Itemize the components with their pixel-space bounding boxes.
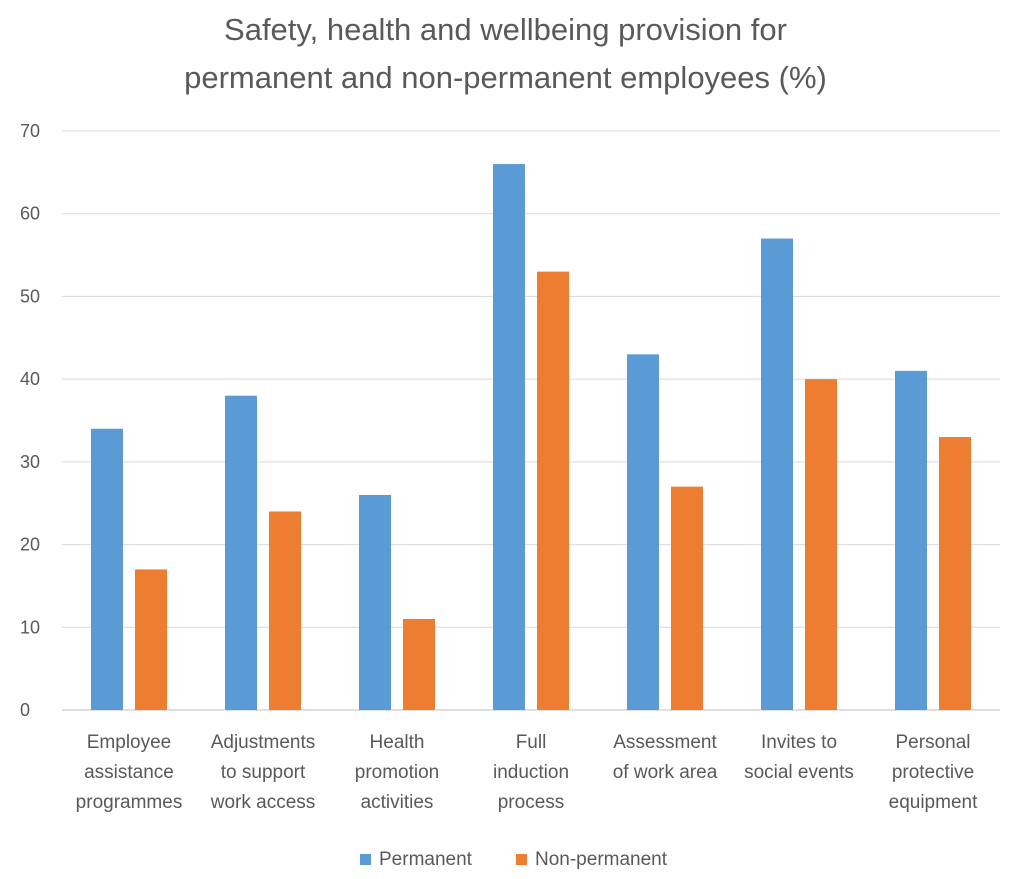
x-category-label: Employee assistance programmes: [76, 732, 183, 813]
y-tick-label: 60: [20, 204, 40, 224]
bar-permanent: [761, 238, 793, 710]
gridlines: [62, 130, 1000, 711]
bar-non-permanent: [671, 486, 703, 710]
chart-title-line-2: permanent and non-permanent employees (%…: [184, 60, 827, 95]
y-tick-label: 10: [20, 617, 40, 637]
y-axis: 0 10 20 30 40 50 60 70: [20, 121, 40, 720]
bar-non-permanent: [269, 511, 301, 710]
bar-non-permanent: [805, 379, 837, 710]
x-axis: Employee assistance programmes Adjustments t…: [76, 732, 978, 813]
bar-permanent: [359, 494, 391, 710]
bar-permanent: [627, 354, 659, 710]
y-tick-label: 50: [20, 286, 40, 306]
y-tick-label: 70: [20, 121, 40, 141]
chart-title: Safety, health and wellbeing provision f…: [0, 6, 1011, 102]
y-tick-label: 20: [20, 535, 40, 555]
x-category-label: Adjustments to support work access: [210, 732, 316, 813]
y-tick-label: 40: [20, 369, 40, 389]
x-category-label: Full induction process: [493, 732, 569, 813]
legend-swatch: [360, 854, 371, 865]
bar-non-permanent: [135, 569, 167, 710]
bar-non-permanent: [403, 619, 435, 710]
bar-non-permanent: [537, 271, 569, 710]
x-category-label: Health promotion activities: [355, 732, 440, 813]
bars: [91, 164, 971, 711]
bar-permanent: [91, 428, 123, 710]
y-tick-label: 0: [20, 700, 30, 720]
bar-permanent: [895, 370, 927, 710]
bar-non-permanent: [939, 437, 971, 710]
legend-label: Non-permanent: [535, 849, 668, 870]
y-tick-label: 30: [20, 452, 40, 472]
chart-title-line-1: Safety, health and wellbeing provision f…: [224, 12, 787, 47]
bar-permanent: [225, 395, 257, 710]
x-category-label: Personal protective equipment: [889, 732, 978, 813]
x-category-label: Invites to social events: [744, 732, 854, 783]
legend-label: Permanent: [379, 849, 473, 870]
legend-swatch: [516, 854, 527, 865]
bar-permanent: [493, 164, 525, 711]
legend: Permanent Non-permanent: [360, 849, 668, 870]
x-category-label: Assessment of work area: [613, 732, 718, 783]
